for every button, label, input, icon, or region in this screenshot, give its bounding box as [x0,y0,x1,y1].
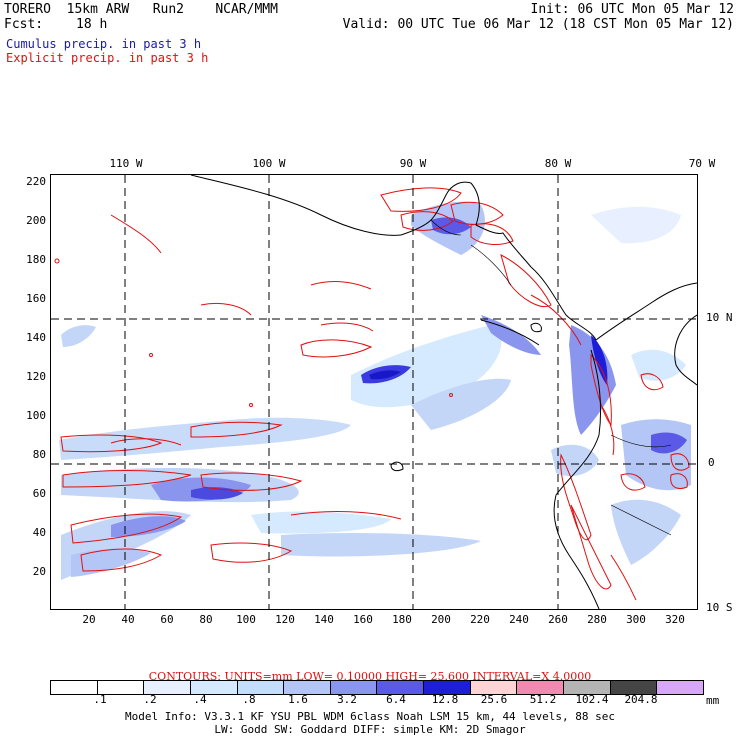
x-tick: 180 [392,613,412,626]
lon-label-90w: 90 W [399,157,427,170]
legend-swatch [424,681,471,694]
legend-level: .2 [143,693,157,706]
legend-swatch [144,681,191,694]
x-tick: 260 [548,613,568,626]
x-tick: 140 [314,613,334,626]
map-canvas [51,175,697,609]
lat-label-10n: 10 N [706,311,733,324]
legend-level: .8 [242,693,256,706]
init-time: Init: 06 UTC Mon 05 Mar 12 [530,2,735,17]
legend-swatch [51,681,98,694]
legend-swatch [330,681,378,694]
legend-swatch [657,681,703,694]
legend-level: .4 [193,693,207,706]
legend-level: 3.2 [337,693,357,706]
x-tick: 240 [509,613,529,626]
legend-swatch [237,681,285,694]
lat-label-10s: 10 S [706,601,733,614]
legend-level: .1 [93,693,107,706]
x-tick: 60 [160,613,174,626]
legend-swatch [377,681,425,694]
lon-label-100w: 100 W [252,157,286,170]
x-tick: 200 [431,613,451,626]
y-tick: 160 [26,292,46,305]
y-tick: 220 [26,175,46,188]
field-explicit-label: Explicit precip. in past 3 h [6,51,209,65]
y-tick: 140 [26,331,46,344]
contour-info: CONTOURS: UNITS=mm LOW= 0.10000 HIGH= 25… [148,670,592,683]
y-tick: 40 [32,526,46,539]
precip-map [50,174,698,610]
y-tick: 20 [32,565,46,578]
legend-level: 12.8 [431,693,459,706]
coastlines [190,175,697,609]
model-title: TORERO 15km ARW Run2 NCAR/MMM [4,2,278,17]
y-tick: 60 [32,487,46,500]
legend-swatch [564,681,611,694]
legend-unit: mm [706,694,720,707]
legend-swatch [97,681,145,694]
country-borders [430,219,672,536]
legend-level: 1.6 [288,693,308,706]
forecast-hour: 18 h [76,17,108,32]
x-tick: 100 [236,613,256,626]
lon-label-80w: 80 W [544,157,572,170]
y-tick: 80 [32,448,46,461]
y-tick: 100 [26,409,46,422]
lat-lon-grid [51,175,697,609]
x-tick: 160 [353,613,373,626]
y-tick: 120 [26,370,46,383]
legend-level: 6.4 [386,693,406,706]
legend-level: 51.2 [529,693,557,706]
legend-level: 102.4 [575,693,609,706]
x-tick: 320 [665,613,685,626]
legend-swatch [517,681,565,694]
valid-time: Valid: 00 UTC Tue 06 Mar 12 (18 CST Mon … [342,17,734,32]
lon-label-70w: 70 W [688,157,716,170]
y-tick: 180 [26,253,46,266]
field-cumulus-label: Cumulus precip. in past 3 h [6,37,202,51]
legend-level: 204.8 [624,693,658,706]
color-legend [50,680,704,695]
x-tick: 40 [121,613,135,626]
cumulus-precip-shading [59,201,691,580]
legend-swatch [470,681,518,694]
x-tick: 120 [275,613,295,626]
x-tick: 280 [587,613,607,626]
legend-swatch [284,681,331,694]
legend-swatch [610,681,658,694]
forecast-label: Fcst: [4,17,44,32]
x-tick: 20 [82,613,96,626]
lon-label-110w: 110 W [109,157,143,170]
legend-swatch [190,681,238,694]
model-info-line1: Model Info: V3.3.1 KF YSU PBL WDM 6class… [124,710,616,723]
legend-level: 25.6 [480,693,508,706]
x-tick: 220 [470,613,490,626]
x-tick: 300 [626,613,646,626]
model-info-line2: LW: Godd SW: Goddard DIFF: simple KM: 2D… [214,723,526,736]
y-tick: 200 [26,214,46,227]
lat-label-0: 0 [708,456,715,469]
x-tick: 80 [199,613,213,626]
